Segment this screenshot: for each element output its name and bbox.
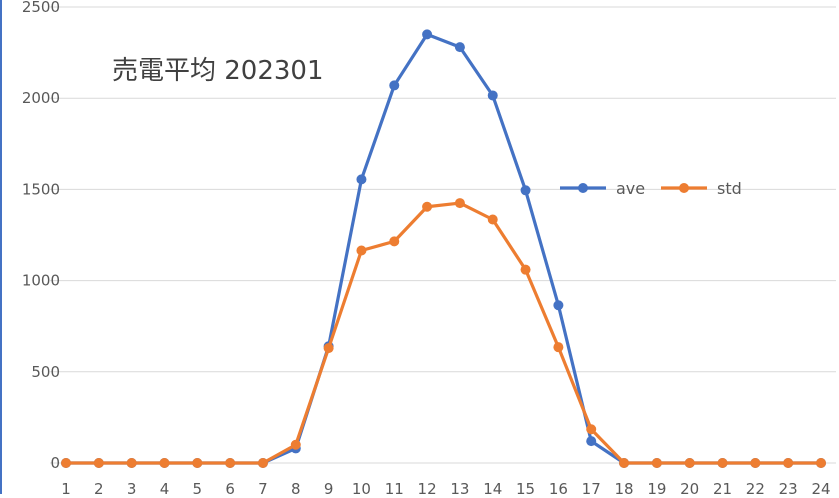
data-point-std [159, 458, 170, 468]
legend-label: ave [616, 179, 645, 198]
y-tick-label: 0 [50, 454, 60, 472]
x-tick-label: 8 [291, 480, 301, 494]
data-point-ave [389, 80, 400, 91]
data-point-std [290, 439, 301, 450]
data-point-ave [487, 90, 498, 101]
data-point-std [454, 198, 465, 209]
x-tick-label: 17 [582, 480, 601, 494]
y-tick-label: 2000 [22, 89, 60, 107]
series-std [61, 198, 826, 468]
window-left-border [0, 0, 2, 494]
data-point-ave [553, 300, 564, 311]
data-point-std [257, 458, 268, 468]
data-point-std [586, 424, 597, 435]
legend-label: std [717, 179, 742, 198]
data-point-std [553, 342, 564, 353]
legend-swatch-marker [578, 183, 588, 193]
x-tick-label: 5 [193, 480, 203, 494]
x-tick-label: 20 [680, 480, 699, 494]
x-tick-label: 23 [779, 480, 798, 494]
x-tick-label: 18 [614, 480, 633, 494]
data-point-std [619, 458, 630, 468]
x-tick-label: 4 [160, 480, 170, 494]
y-tick-label: 500 [31, 363, 60, 381]
x-tick-label: 11 [385, 480, 404, 494]
x-tick-label: 6 [225, 480, 235, 494]
data-point-ave [454, 42, 465, 53]
data-point-std [422, 201, 433, 212]
x-tick-label: 3 [127, 480, 137, 494]
legend: ave std [560, 179, 742, 198]
data-point-std [192, 458, 203, 468]
legend-item-ave: ave [560, 179, 645, 198]
data-point-std [651, 458, 662, 468]
data-point-std [323, 343, 334, 354]
x-tick-label: 21 [713, 480, 732, 494]
data-point-ave [520, 185, 531, 196]
x-tick-label: 2 [94, 480, 104, 494]
legend-swatch-marker [679, 183, 689, 193]
x-tick-label: 22 [746, 480, 765, 494]
x-axis-tick-labels: 1 2 3 4 5 6 7 8 9 10 11 12 13 14 15 16 17 18 19 20 21 22 23 24 [61, 480, 830, 498]
x-tick-label: 10 [352, 480, 371, 494]
data-point-std [717, 458, 728, 468]
data-point-ave [586, 436, 597, 447]
data-point-std [389, 236, 400, 247]
data-point-std [356, 245, 367, 256]
x-tick-label: 7 [258, 480, 268, 494]
x-tick-label: 24 [811, 480, 830, 494]
x-tick-label: 12 [418, 480, 437, 494]
x-tick-label: 13 [450, 480, 469, 494]
data-point-std [520, 264, 531, 275]
chart-title: 売電平均 202301 [112, 56, 324, 86]
data-point-ave [356, 174, 367, 185]
data-point-std [61, 458, 71, 468]
data-point-std [816, 458, 826, 468]
x-tick-label: 15 [516, 480, 535, 494]
series-group [61, 29, 826, 468]
y-tick-label: 1000 [22, 272, 60, 290]
x-tick-label: 9 [324, 480, 334, 494]
y-axis-tick-labels: 0 500 1000 1500 2000 2500 [22, 0, 60, 472]
data-point-std [126, 458, 137, 468]
series-ave [61, 29, 826, 468]
x-tick-label: 16 [549, 480, 568, 494]
data-point-std [783, 458, 794, 468]
data-point-std [225, 458, 236, 468]
x-tick-label: 14 [483, 480, 502, 494]
data-point-ave [422, 29, 433, 40]
x-tick-label: 19 [647, 480, 666, 494]
series-line-std [64, 201, 823, 465]
data-point-std [750, 458, 761, 468]
y-tick-label: 1500 [22, 180, 60, 198]
y-tick-label: 2500 [22, 0, 60, 16]
data-point-std [93, 458, 104, 468]
data-point-std [684, 458, 695, 468]
data-point-std [487, 214, 498, 225]
legend-item-std: std [661, 179, 742, 198]
x-tick-label: 1 [61, 480, 71, 494]
